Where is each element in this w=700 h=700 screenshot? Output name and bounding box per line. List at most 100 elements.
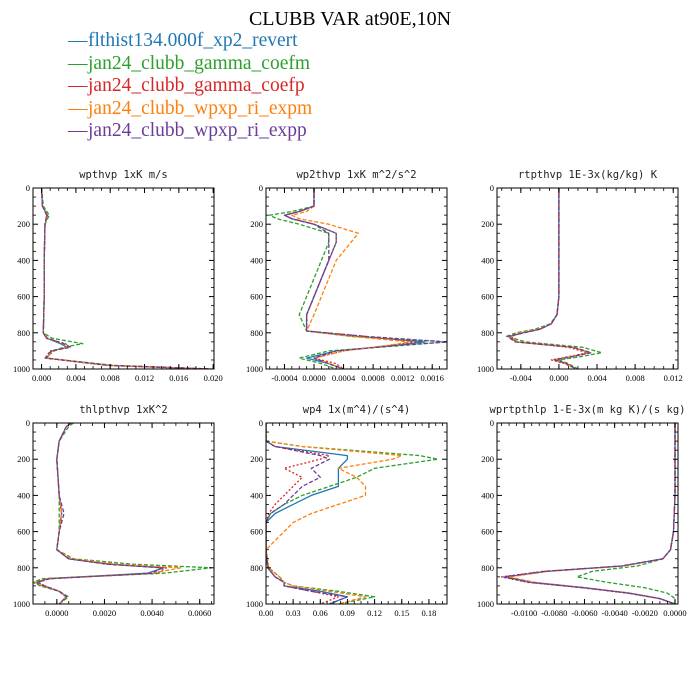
x-tick-label: 0.18 <box>421 608 436 618</box>
plot-frame <box>496 187 679 370</box>
y-tick-label: 0 <box>26 183 30 193</box>
series-group <box>505 188 603 369</box>
y-tick-label: 800 <box>481 563 494 573</box>
x-tick-label: 0.000 <box>549 373 568 383</box>
x-tick-label: 0.008 <box>101 373 120 383</box>
series-group <box>33 423 213 604</box>
x-tick-label: 0.016 <box>169 373 188 383</box>
x-tick-label: 0.12 <box>367 608 382 618</box>
x-tick-label: 0.03 <box>286 608 301 618</box>
series-line <box>37 423 163 604</box>
x-tick-label: 0.008 <box>626 373 645 383</box>
series-line <box>508 423 676 604</box>
x-tick-label: 0.004 <box>66 373 86 383</box>
legend: —flthist134.000f_xp2_revert —jan24_clubb… <box>68 30 312 143</box>
series-line <box>34 423 182 604</box>
y-tick-label: 200 <box>481 219 494 229</box>
x-tick-label: 0.15 <box>394 608 409 618</box>
series-line <box>502 423 676 604</box>
series-line <box>266 423 403 604</box>
series-line <box>500 423 676 604</box>
x-tick-label: 0.0008 <box>361 373 384 383</box>
y-tick-label: 1000 <box>246 599 263 609</box>
chart-panel: wprtpthlp 1-E-3x(m kg K)/(s kg) 0 200 400 60… <box>477 404 687 618</box>
y-tick-label: 0 <box>490 183 494 193</box>
y-tick-label: 600 <box>481 292 494 302</box>
plot-frame <box>32 187 215 370</box>
y-tick-label: 200 <box>481 454 494 464</box>
y-tick-label: 400 <box>481 490 494 500</box>
series-line <box>40 188 210 369</box>
x-tick-label: 0.0004 <box>332 373 356 383</box>
series-line <box>40 188 209 369</box>
x-tick-label: -0.0004 <box>271 373 298 383</box>
y-tick-label: 200 <box>17 454 30 464</box>
x-tick-label: 0.06 <box>313 608 328 618</box>
y-tick-label: 800 <box>250 328 263 338</box>
y-tick-label: 400 <box>250 255 263 265</box>
y-tick-label: 800 <box>17 563 30 573</box>
y-tick-label: 1000 <box>477 364 494 374</box>
series-group <box>266 423 439 604</box>
series-line <box>510 188 589 369</box>
series-line <box>40 188 213 369</box>
y-tick-label: 800 <box>17 328 30 338</box>
x-tick-label: 0.0040 <box>140 608 163 618</box>
x-tick-label: 0.0000 <box>663 608 686 618</box>
y-tick-label: 600 <box>250 527 263 537</box>
y-tick-label: 1000 <box>13 599 30 609</box>
series-line <box>576 423 676 604</box>
x-tick-label: -0.004 <box>510 373 533 383</box>
series-line <box>283 188 447 369</box>
series-line <box>283 188 419 369</box>
series-line <box>33 423 213 604</box>
series-group <box>40 188 213 369</box>
y-tick-label: 800 <box>250 563 263 573</box>
series-group <box>500 423 676 604</box>
series-line <box>37 423 168 604</box>
x-tick-label: 0.000 <box>32 373 51 383</box>
y-tick-label: 400 <box>17 490 30 500</box>
y-tick-label: 200 <box>250 219 263 229</box>
x-tick-label: -0.0040 <box>602 608 628 618</box>
y-tick-label: 600 <box>250 292 263 302</box>
y-tick-label: 600 <box>17 527 30 537</box>
y-tick-label: 1000 <box>13 364 30 374</box>
x-tick-label: -0.0080 <box>541 608 567 618</box>
chart-panel: wp2thvp 1xK m^2/s^2 0 200 400 600 800 1000 -0.0… <box>246 169 448 383</box>
legend-label: jan24_clubb_gamma_coefm <box>88 52 311 74</box>
legend-entry: —flthist134.000f_xp2_revert <box>68 30 312 53</box>
x-tick-label: 0.0060 <box>188 608 211 618</box>
panel-title: rtpthvp 1E-3x(kg/kg) K <box>518 169 658 181</box>
x-tick-label: 0.004 <box>587 373 607 383</box>
series-line <box>506 188 592 369</box>
plot-frame <box>32 422 215 605</box>
y-tick-label: 0 <box>490 418 494 428</box>
y-tick-label: 200 <box>17 219 30 229</box>
y-tick-label: 400 <box>17 255 30 265</box>
y-tick-label: 0 <box>26 418 30 428</box>
panel-title: wp2thvp 1xK m^2/s^2 <box>296 169 416 181</box>
series-line <box>40 188 209 369</box>
chart-panel: rtpthvp 1E-3x(kg/kg) K 0 200 400 600 800 1000 -… <box>477 169 683 383</box>
legend-entry: —jan24_clubb_gamma_coefp <box>68 75 312 98</box>
y-tick-label: 200 <box>250 454 263 464</box>
legend-label: jan24_clubb_wpxp_ri_expm <box>88 97 313 119</box>
y-tick-label: 1000 <box>477 599 494 609</box>
legend-label: jan24_clubb_gamma_coefp <box>88 75 305 96</box>
legend-entry: —jan24_clubb_gamma_coefm <box>68 53 312 76</box>
series-group <box>269 188 447 369</box>
y-tick-label: 400 <box>481 255 494 265</box>
legend-label: flthist134.000f_xp2_revert <box>88 30 298 51</box>
y-tick-label: 400 <box>250 490 263 500</box>
y-tick-label: 600 <box>481 527 494 537</box>
panel-title: wpthvp 1xK m/s <box>79 169 168 181</box>
y-tick-label: 800 <box>481 328 494 338</box>
panel-title: wp4 1x(m^4)/(s^4) <box>303 404 410 416</box>
x-tick-label: -0.0060 <box>571 608 597 618</box>
x-tick-label: 0.00 <box>259 608 274 618</box>
legend-label: jan24_clubb_wpxp_ri_expp <box>88 120 307 141</box>
